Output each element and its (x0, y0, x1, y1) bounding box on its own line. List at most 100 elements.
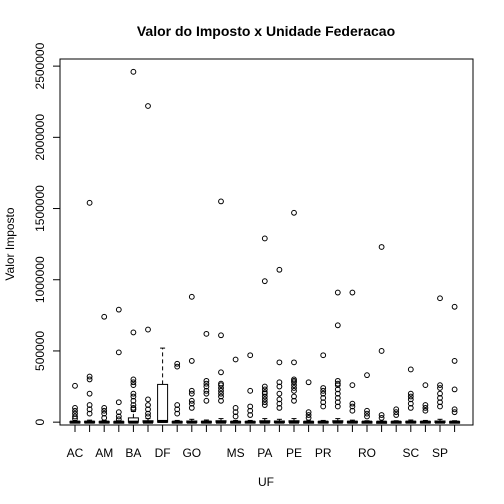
outlier-point (72, 407, 78, 414)
outlier-point (378, 414, 385, 421)
outlier-point (407, 366, 414, 373)
y-axis-label: Valor Imposto (3, 207, 17, 280)
outlier-point (407, 400, 414, 407)
outlier-point (115, 413, 122, 420)
outlier-point (437, 382, 443, 389)
y-tick-label: 2000000 (33, 114, 47, 161)
outlier-point (218, 393, 224, 400)
outlier-point (305, 414, 312, 421)
outlier-point (174, 363, 181, 370)
outlier-point (393, 409, 400, 416)
outlier-point (218, 198, 224, 205)
outlier-point (407, 396, 414, 403)
y-axis: 0 500000 1000000 1500000 2000000 2500000 (33, 42, 60, 425)
outlier-point (320, 403, 327, 410)
outlier-point (218, 397, 224, 404)
outlier-point (86, 390, 93, 397)
outlier-point (188, 390, 195, 397)
box-pe (288, 209, 300, 424)
outlier-point (174, 410, 181, 417)
outlier-point (291, 385, 297, 391)
outlier-point (86, 406, 93, 413)
box-pi (303, 379, 315, 424)
outlier-point (320, 352, 327, 359)
outlier-point (320, 399, 327, 406)
box-es (171, 360, 183, 424)
outlier-point (145, 103, 151, 109)
outlier-point (276, 266, 283, 273)
box-ap (113, 306, 125, 424)
outlier-point (247, 352, 254, 359)
outlier-point (422, 405, 429, 411)
outlier-point (364, 410, 370, 417)
outlier-point (276, 383, 283, 390)
outlier-point (247, 403, 254, 410)
outlier-point (291, 382, 297, 389)
outlier-point (305, 409, 312, 416)
outlier-point (261, 390, 268, 397)
outlier-point (86, 410, 93, 417)
outlier-point (101, 414, 108, 421)
outlier-point (145, 396, 151, 403)
outlier-point (218, 387, 224, 394)
x-tick-label: RO (358, 446, 376, 460)
outlier-point (72, 382, 78, 389)
outlier-point (188, 293, 195, 300)
outlier-point (130, 329, 137, 336)
outlier-point (320, 385, 327, 391)
box-iqr (157, 383, 169, 423)
outlier-point (101, 313, 108, 320)
outlier-point (349, 403, 356, 410)
outlier-point (276, 390, 283, 397)
outlier-point (334, 386, 341, 393)
outlier-point (101, 410, 108, 417)
outlier-point (130, 390, 137, 397)
outlier-point (364, 372, 370, 379)
outlier-point (86, 373, 93, 380)
outlier-point (378, 348, 385, 354)
outlier-point (276, 359, 283, 366)
box-ma (200, 330, 212, 424)
outlier-point (261, 278, 268, 285)
x-tick-label: MS (227, 446, 245, 460)
outlier-point (349, 407, 356, 414)
outlier-point (407, 390, 414, 397)
outlier-point (334, 322, 341, 329)
outlier-point (130, 393, 137, 400)
outlier-point (130, 376, 137, 383)
outlier-point (115, 416, 122, 423)
outlier-point (174, 360, 181, 367)
outlier-point (320, 395, 327, 401)
outlier-point (261, 393, 268, 400)
outlier-point (437, 295, 443, 302)
outlier-point (393, 406, 400, 413)
outlier-point (349, 382, 356, 389)
outlier-point (174, 406, 181, 413)
outlier-point (437, 390, 443, 397)
outlier-point (437, 399, 443, 406)
outlier-point (188, 397, 195, 404)
outlier-point (218, 385, 224, 391)
outlier-point (349, 400, 356, 407)
x-tick-label: GO (182, 446, 201, 460)
box-ms (230, 356, 242, 424)
outlier-point (145, 402, 151, 408)
box-mt (244, 352, 256, 424)
outlier-point (334, 403, 341, 410)
outlier-point (218, 369, 224, 376)
outlier-point (188, 387, 195, 394)
y-tick-label: 1000000 (33, 256, 47, 303)
x-tick-label: AC (67, 446, 84, 460)
y-tick-label: 0 (33, 418, 47, 425)
outlier-point (451, 386, 458, 393)
outlier-point (305, 379, 312, 386)
outlier-point (130, 379, 137, 386)
box-pa (259, 235, 271, 424)
box-ro (361, 372, 373, 424)
outlier-point (393, 412, 400, 418)
box-df (157, 347, 169, 423)
box-ba (127, 68, 139, 424)
outlier-point (232, 405, 239, 411)
box-rs (390, 406, 402, 424)
